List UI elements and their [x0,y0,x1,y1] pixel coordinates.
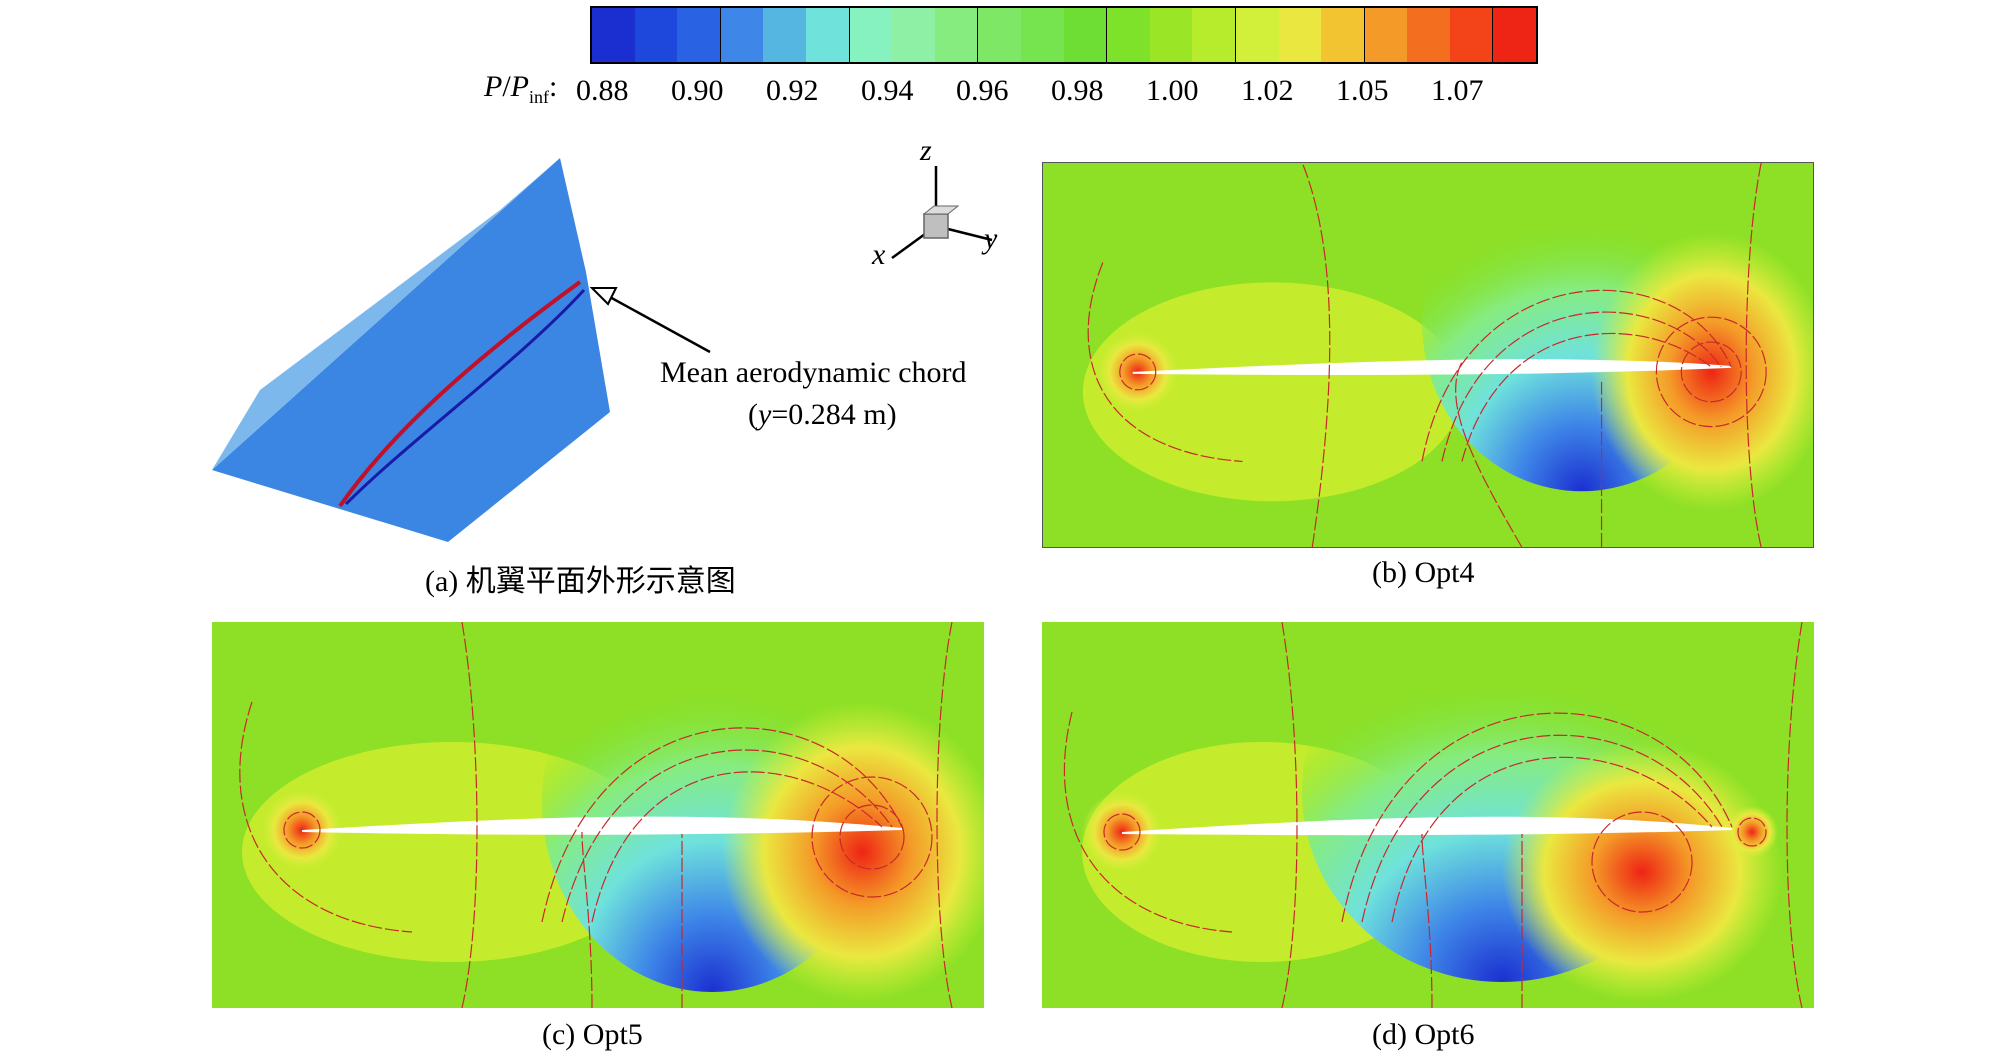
colorbar-swatch [763,8,806,62]
colorbar-tick-label: 1.05 [1336,74,1389,107]
annotation-line1: Mean aerodynamic chord [660,356,967,389]
colorbar-tick-label: 1.02 [1241,74,1294,107]
caption-b: (b) Opt4 [1372,556,1475,589]
colorbar-tick-label: 0.88 [576,74,629,107]
colorbar [590,6,1538,64]
wing-planform-panel [200,150,620,550]
axis-y-label: y [984,222,998,255]
contour-panel-opt6 [1042,622,1814,1008]
colorbar-tick-label: 0.90 [671,74,724,107]
colorbar-swatch [1278,8,1322,62]
colorbar-tick-label: 1.07 [1431,74,1484,107]
caption-a: (a) 机翼平面外形示意图 [425,565,736,598]
colorbar-swatch [892,8,935,62]
colorbar-swatch [934,8,978,62]
colorbar-swatch [719,8,764,62]
caption-c: (c) Opt5 [542,1018,643,1051]
colorbar-swatch [1020,8,1064,62]
colorbar-swatch [1407,8,1450,62]
colorbar-swatch [1192,8,1235,62]
colorbar-swatch [1449,8,1493,62]
axis-triad: z y x [860,134,1010,271]
colorbar-swatch [1321,8,1364,62]
colorbar-swatch [1363,8,1408,62]
colorbar-tick-label: 0.94 [861,74,914,107]
colorbar-swatch [805,8,849,62]
colorbar-tick-label: 0.98 [1051,74,1104,107]
axis-x-label: x [872,238,886,271]
caption-d: (d) Opt6 [1372,1018,1475,1051]
colorbar-tick-label: 0.96 [956,74,1009,107]
axis-z-label: z [920,134,932,167]
colorbar-swatch [848,8,893,62]
colorbar-swatch [1492,8,1537,62]
colorbar-swatch [1234,8,1279,62]
colorbar-tick-label: 1.00 [1146,74,1199,107]
wing-planform-drawing [212,158,610,542]
contour-panel-opt4 [1042,162,1814,548]
colorbar-swatch [1063,8,1107,62]
annotation-line2: (y=0.284 m) [748,398,897,431]
colorbar-swatch [634,8,678,62]
annotation-arrow [589,287,711,354]
colorbar-swatch [592,8,635,62]
colorbar-swatch [1149,8,1193,62]
contour-panel-opt5 [212,622,984,1008]
colorbar-swatch [977,8,1021,62]
colorbar-swatch [677,8,720,62]
colorbar-swatch [1106,8,1150,62]
colorbar-tick-label: 0.92 [766,74,819,107]
colorbar-label: P/Pinf: [484,70,558,107]
